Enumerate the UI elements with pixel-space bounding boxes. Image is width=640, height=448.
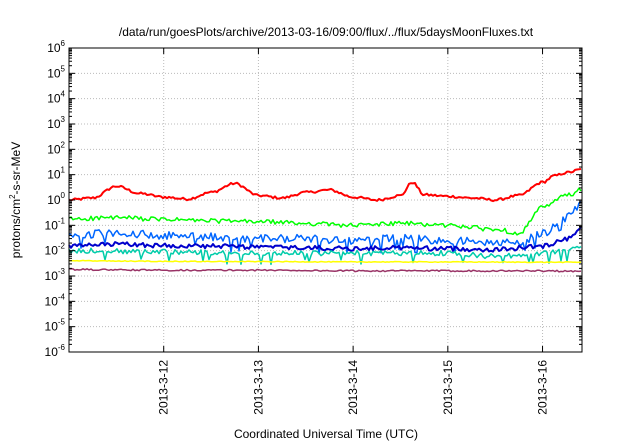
series-line-7: [68, 268, 582, 273]
x-tick-label: 2013-3-14: [346, 360, 360, 415]
y-axis-ticks: 10-6 10-5 10-4 10-3 10-2 10-1 100 101 102 103 104 1…: [45, 39, 582, 359]
y-tick-label: 100: [47, 191, 65, 207]
y-tick-label: 10-5: [45, 318, 66, 334]
y-tick-label: 105: [47, 64, 65, 80]
series-line-6: [68, 259, 582, 264]
chart-title: /data/run/goesPlots/archive/2013-03-16/0…: [119, 25, 534, 39]
y-tick-label: 10-1: [45, 216, 66, 232]
y-tick-label: 102: [47, 140, 65, 156]
y-tick-label: 10-3: [45, 267, 66, 283]
series-line-5: [68, 245, 582, 266]
series-line-2: [68, 187, 582, 236]
plot-area-frame: [68, 47, 583, 353]
data-series: [68, 168, 582, 273]
x-tick-label: 2013-3-15: [441, 360, 455, 415]
series-line-4: [68, 226, 582, 253]
series-line-3: [68, 201, 582, 255]
x-tick-label: 2013-3-13: [251, 360, 265, 415]
series-line-1: [68, 168, 582, 203]
grid-lines: [69, 48, 582, 352]
x-axis-title: Coordinated Universal Time (UTC): [234, 427, 418, 441]
y-tick-label: 10-6: [45, 343, 66, 359]
x-tick-label: 2013-3-12: [157, 360, 171, 415]
y-tick-label: 10-4: [45, 292, 66, 308]
y-tick-label: 10-2: [45, 242, 66, 258]
y-tick-label: 101: [47, 166, 65, 182]
y-tick-label: 106: [47, 39, 65, 55]
x-axis-ticks: 2013-3-12 2013-3-13 2013-3-14 2013-3-15 2013…: [157, 48, 550, 415]
x-tick-label: 2013-3-16: [536, 360, 550, 415]
y-axis-title: protons/cm2-s-sr-MeV: [8, 142, 23, 258]
y-tick-label: 103: [47, 115, 65, 131]
y-tick-label: 104: [47, 90, 65, 106]
